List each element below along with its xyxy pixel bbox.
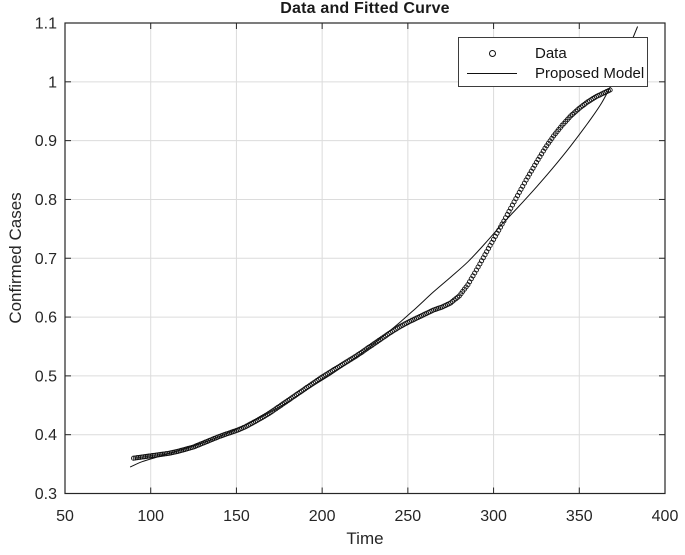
x-tick-label: 150 — [223, 508, 250, 525]
x-tick-label: 250 — [395, 508, 422, 525]
y-tick-label: 1.1 — [35, 16, 57, 33]
x-tick-label: 50 — [56, 508, 74, 525]
legend-label-model: Proposed Model — [535, 64, 645, 82]
y-tick-label: 1 — [48, 74, 57, 91]
grid-lines — [65, 23, 665, 494]
data-marker-series — [131, 87, 613, 461]
y-tick-label: 0.7 — [35, 251, 57, 268]
y-tick-label: 0.3 — [35, 486, 57, 503]
axes-box — [64, 22, 666, 495]
x-tick-label: 400 — [652, 508, 679, 525]
chart-title: Data and Fitted Curve — [280, 0, 450, 17]
model-line-series — [129, 26, 639, 468]
x-tick-label: 300 — [480, 508, 507, 525]
legend-entry-model: Proposed Model — [459, 63, 647, 83]
y-tick-label: 0.6 — [35, 310, 57, 327]
legend-entry-data: Data — [459, 43, 647, 63]
line-sample-icon — [467, 72, 517, 74]
y-tick-label: 0.8 — [35, 192, 57, 209]
y-tick-label: 0.9 — [35, 133, 57, 150]
x-tick-label: 100 — [137, 508, 164, 525]
legend-label-data: Data — [535, 44, 567, 62]
tick-labels: 50 100 150 200 250 300 350 400 0.3 0.4 0.5 0.6 0.7 0.… — [35, 16, 679, 526]
legend: Data Proposed Model — [458, 37, 648, 87]
circle-marker-icon — [489, 49, 496, 57]
x-tick-label: 200 — [309, 508, 336, 525]
y-axis-label: Confirmed Cases — [6, 192, 25, 324]
y-tick-label: 0.4 — [35, 427, 57, 444]
legend-sample-area — [459, 72, 525, 74]
legend-sample-area — [459, 49, 525, 57]
y-tick-label: 0.5 — [35, 368, 57, 385]
x-axis-label: Time — [346, 529, 384, 548]
x-tick-label: 350 — [566, 508, 593, 525]
